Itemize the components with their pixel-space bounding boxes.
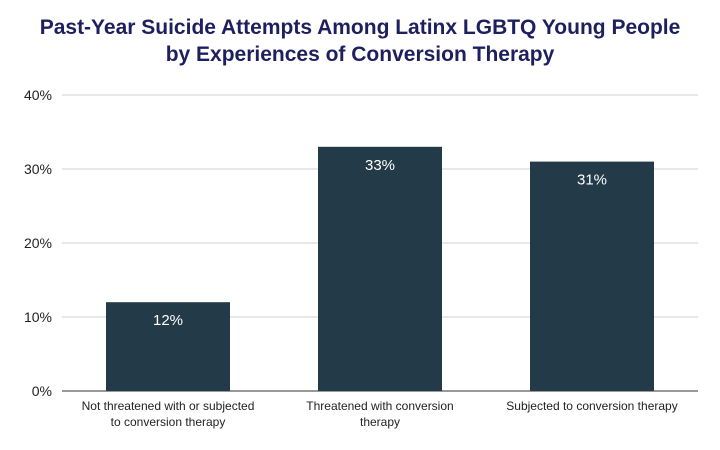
bar: [106, 302, 230, 391]
y-tick-label: 0%: [32, 383, 52, 399]
x-tick-label: Threatened with conversion: [306, 399, 453, 413]
chart-title-line-2: by Experiences of Conversion Therapy: [165, 43, 555, 66]
data-label: 12%: [153, 312, 183, 329]
y-tick-label: 20%: [24, 235, 52, 251]
data-label: 31%: [577, 172, 607, 189]
bar: [318, 146, 442, 391]
x-tick-label: to conversion therapy: [111, 415, 226, 429]
y-tick-label: 10%: [24, 309, 52, 325]
chart-title-line-1: Past-Year Suicide Attempts Among Latinx …: [39, 16, 681, 39]
x-tick-label: therapy: [360, 415, 400, 429]
x-tick-label: Subjected to conversion therapy: [506, 399, 677, 413]
y-tick-label: 30%: [24, 161, 52, 177]
bar: [530, 161, 654, 391]
data-label: 33%: [365, 157, 395, 174]
y-tick-label: 40%: [24, 87, 52, 103]
x-tick-label: Not threatened with or subjected: [82, 399, 255, 413]
chart-title: Past-Year Suicide Attempts Among Latinx …: [0, 14, 720, 68]
